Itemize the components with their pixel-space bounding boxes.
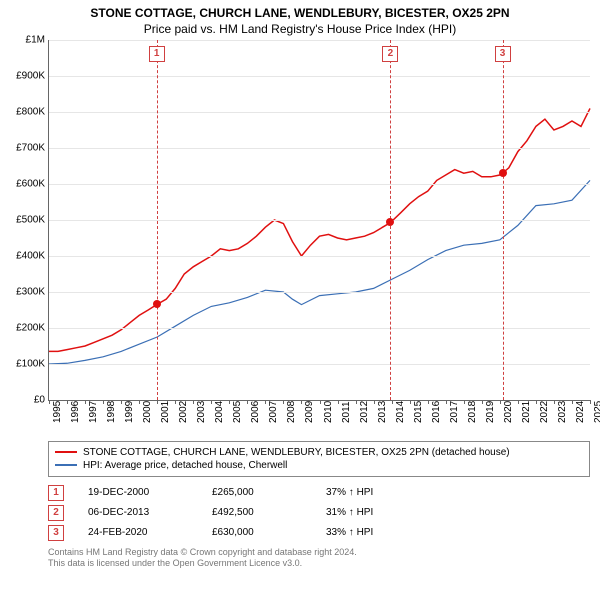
chart-container: STONE COTTAGE, CHURCH LANE, WENDLEBURY, … — [0, 0, 600, 590]
event-marker-icon: 1 — [48, 485, 64, 501]
x-axis-label: 2017 — [449, 400, 460, 422]
y-axis-label: £100K — [3, 358, 45, 369]
series-line-hpi-cherwell — [49, 180, 590, 364]
x-axis-label: 2016 — [431, 400, 442, 422]
legend-label: STONE COTTAGE, CHURCH LANE, WENDLEBURY, … — [83, 447, 510, 458]
x-axis-label: 1998 — [106, 400, 117, 422]
x-axis-label: 2007 — [268, 400, 279, 422]
x-axis-label: 2019 — [485, 400, 496, 422]
legend-swatch — [55, 451, 77, 453]
y-axis-label: £200K — [3, 322, 45, 333]
legend-item: HPI: Average price, detached house, Cher… — [55, 459, 583, 472]
x-axis-label: 1996 — [70, 400, 81, 422]
x-axis-label: 2003 — [196, 400, 207, 422]
y-axis-label: £300K — [3, 286, 45, 297]
event-marker-on-chart: 1 — [149, 46, 165, 62]
event-marker-icon: 2 — [48, 505, 64, 521]
x-axis-label: 2010 — [323, 400, 334, 422]
chart-plot-area: £0£100K£200K£300K£400K£500K£600K£700K£80… — [48, 40, 590, 401]
price-point-icon — [153, 300, 161, 308]
event-price: £265,000 — [212, 487, 302, 498]
y-axis-label: £600K — [3, 178, 45, 189]
x-axis-label: 2008 — [286, 400, 297, 422]
event-row: 1 19-DEC-2000 £265,000 37% ↑ HPI — [48, 483, 590, 503]
x-axis-label: 2012 — [359, 400, 370, 422]
footer-line: Contains HM Land Registry data © Crown c… — [48, 547, 590, 559]
x-axis-label: 2024 — [575, 400, 586, 422]
price-point-icon — [499, 169, 507, 177]
event-row: 2 06-DEC-2013 £492,500 31% ↑ HPI — [48, 503, 590, 523]
y-axis-label: £800K — [3, 106, 45, 117]
event-date: 06-DEC-2013 — [88, 507, 188, 518]
price-point-icon — [386, 218, 394, 226]
event-marker-icon: 3 — [48, 525, 64, 541]
legend-box: STONE COTTAGE, CHURCH LANE, WENDLEBURY, … — [48, 441, 590, 477]
x-axis-label: 2005 — [232, 400, 243, 422]
x-axis-label: 2021 — [521, 400, 532, 422]
event-price: £492,500 — [212, 507, 302, 518]
x-axis-label: 2022 — [539, 400, 550, 422]
y-axis-label: £500K — [3, 214, 45, 225]
event-date: 19-DEC-2000 — [88, 487, 188, 498]
series-line-stone-cottage — [49, 108, 590, 351]
event-date: 24-FEB-2020 — [88, 527, 188, 538]
x-axis-label: 2001 — [160, 400, 171, 422]
event-delta: 31% ↑ HPI — [326, 507, 373, 518]
y-axis-label: £0 — [3, 394, 45, 405]
x-axis-label: 2002 — [178, 400, 189, 422]
x-axis-label: 2009 — [304, 400, 315, 422]
event-marker-on-chart: 2 — [382, 46, 398, 62]
x-axis-label: 2014 — [395, 400, 406, 422]
x-axis-label: 2011 — [341, 401, 352, 423]
y-axis-label: £900K — [3, 70, 45, 81]
event-price: £630,000 — [212, 527, 302, 538]
events-table: 1 19-DEC-2000 £265,000 37% ↑ HPI 2 06-DE… — [48, 483, 590, 543]
x-axis-label: 1997 — [88, 400, 99, 422]
y-axis-label: £400K — [3, 250, 45, 261]
x-axis-label: 2015 — [413, 400, 424, 422]
x-axis-label: 2020 — [503, 400, 514, 422]
x-axis-label: 2018 — [467, 400, 478, 422]
chart-title: STONE COTTAGE, CHURCH LANE, WENDLEBURY, … — [0, 0, 600, 22]
y-axis-label: £700K — [3, 142, 45, 153]
legend-item: STONE COTTAGE, CHURCH LANE, WENDLEBURY, … — [55, 446, 583, 459]
x-axis-label: 2023 — [557, 400, 568, 422]
footer-line: This data is licensed under the Open Gov… — [48, 558, 590, 570]
x-axis-label: 2006 — [250, 400, 261, 422]
x-axis-label: 2025 — [593, 400, 600, 422]
event-vline — [503, 40, 504, 400]
y-axis-label: £1M — [3, 34, 45, 45]
event-vline — [157, 40, 158, 400]
event-marker-on-chart: 3 — [495, 46, 511, 62]
x-axis-label: 2004 — [214, 400, 225, 422]
event-delta: 33% ↑ HPI — [326, 527, 373, 538]
x-axis-label: 2000 — [142, 400, 153, 422]
legend-swatch — [55, 464, 77, 466]
x-axis-label: 1999 — [124, 400, 135, 422]
footer-attribution: Contains HM Land Registry data © Crown c… — [48, 547, 590, 570]
event-delta: 37% ↑ HPI — [326, 487, 373, 498]
x-axis-label: 2013 — [377, 400, 388, 422]
legend-label: HPI: Average price, detached house, Cher… — [83, 460, 287, 471]
chart-subtitle: Price paid vs. HM Land Registry's House … — [0, 22, 600, 40]
x-axis-label: 1995 — [52, 400, 63, 422]
event-row: 3 24-FEB-2020 £630,000 33% ↑ HPI — [48, 523, 590, 543]
